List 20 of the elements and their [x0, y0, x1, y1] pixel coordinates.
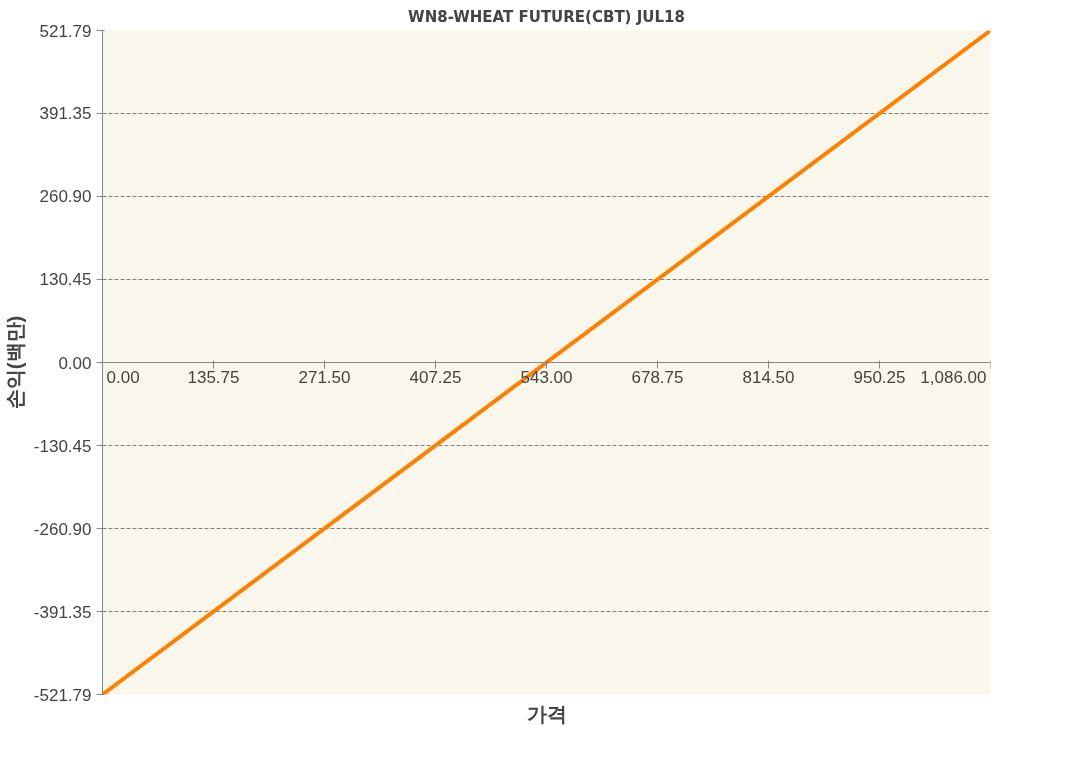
- x-tick-label: 950.25: [853, 367, 906, 387]
- x-tick-label: 0.00: [106, 367, 140, 387]
- x-tick-label: 407.25: [409, 367, 462, 387]
- x-tick-label: 814.50: [742, 367, 795, 387]
- x-tick-label: 271.50: [298, 367, 351, 387]
- y-tick-label: -391.35: [33, 602, 92, 622]
- x-axis-title: 가격: [526, 701, 567, 726]
- y-tick-label: 391.35: [39, 104, 92, 124]
- chart-title: WN8-WHEAT FUTURE(CBT) JUL18: [408, 7, 685, 26]
- y-tick-label: -521.79: [33, 685, 92, 705]
- y-tick-label: -260.90: [33, 519, 92, 539]
- y-tick-label: -130.45: [33, 436, 92, 456]
- y-tick-label: 0.00: [58, 353, 92, 373]
- x-tick-label: 135.75: [187, 367, 240, 387]
- y-tick-label: 130.45: [39, 270, 92, 290]
- y-tick-label: 260.90: [39, 187, 92, 207]
- x-tick-label: 1,086.00: [920, 367, 987, 387]
- x-tick-label: 678.75: [631, 367, 684, 387]
- y-tick-label: 521.79: [39, 21, 92, 41]
- y-axis-title: 손익(백만): [3, 315, 26, 410]
